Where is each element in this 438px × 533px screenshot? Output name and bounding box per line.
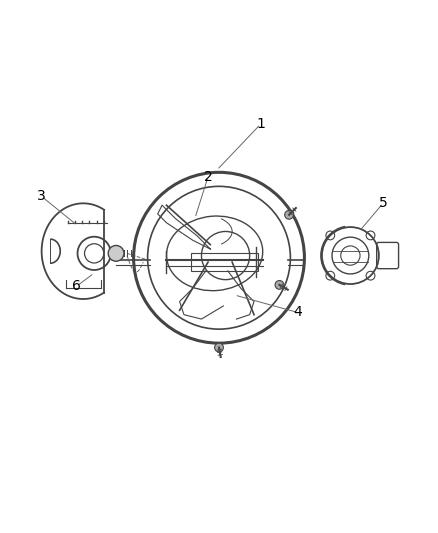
Text: 4: 4 [293,305,302,319]
Text: 5: 5 [379,196,388,210]
Text: 2: 2 [204,169,212,184]
Circle shape [275,280,284,289]
Text: 1: 1 [256,117,265,131]
Circle shape [285,211,293,219]
Text: 6: 6 [72,279,81,293]
Text: 3: 3 [37,189,46,204]
Circle shape [108,246,124,261]
Circle shape [215,343,223,352]
